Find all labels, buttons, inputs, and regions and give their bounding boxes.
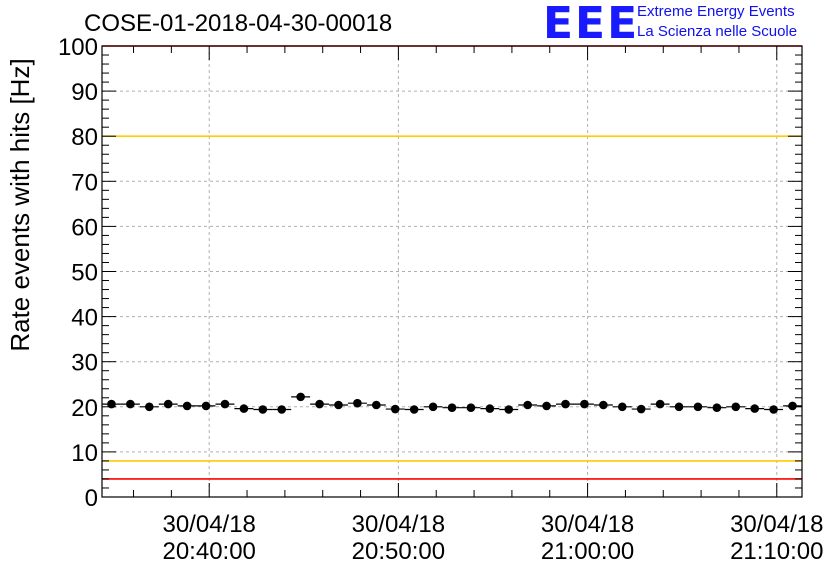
data-point — [372, 400, 381, 410]
axis-ticks — [102, 45, 802, 498]
x-tick-date-label: 30/04/18 — [541, 511, 634, 538]
y-tick-label: 70 — [71, 169, 98, 196]
data-point — [636, 404, 646, 414]
y-tick-label: 40 — [71, 305, 98, 332]
x-tick-date-label: 30/04/18 — [352, 511, 445, 538]
y-axis-label: Rate events with hits [Hz] — [5, 58, 35, 351]
data-point — [712, 403, 722, 413]
chart-title: COSE-01-2018-04-30-00018 — [84, 10, 393, 37]
data-point — [693, 402, 703, 412]
data-point — [750, 404, 760, 413]
y-tick-label: 30 — [71, 350, 98, 377]
data-point — [107, 399, 116, 409]
data-point — [466, 403, 476, 413]
x-tick-time-label: 21:10:00 — [730, 538, 823, 565]
x-tick-time-label: 20:50:00 — [352, 538, 445, 565]
y-tick-label: 20 — [71, 395, 98, 422]
data-point — [769, 405, 778, 414]
data-point — [599, 400, 608, 410]
data-point — [163, 399, 173, 409]
data-point — [258, 405, 268, 414]
data-point — [182, 401, 192, 411]
y-tick-label: 60 — [71, 214, 98, 241]
y-tick-label: 80 — [71, 124, 98, 151]
x-tick-date-label: 30/04/18 — [730, 511, 823, 538]
data-point — [674, 402, 684, 412]
data-point — [731, 402, 741, 412]
y-tick-label: 50 — [71, 260, 98, 287]
data-point — [428, 402, 438, 412]
reference-lines — [102, 45, 802, 480]
y-tick-label: 100 — [58, 34, 98, 61]
data-point — [542, 401, 551, 411]
data-point — [504, 405, 514, 414]
data-point — [485, 404, 495, 413]
data-point — [561, 399, 570, 409]
data-point — [296, 392, 305, 402]
y-tick-labels: 0 10 20 30 40 50 60 70 80 90 100 — [58, 34, 98, 512]
y-tick-label: 10 — [71, 440, 98, 467]
x-tick-labels: 30/04/1820:40:0030/04/1820:50:0030/04/18… — [162, 511, 823, 565]
data-point — [655, 399, 665, 409]
data-point — [788, 401, 797, 411]
data-point — [353, 398, 362, 408]
x-tick-date-label: 30/04/18 — [162, 511, 255, 538]
y-tick-label: 0 — [85, 485, 98, 512]
data-point — [390, 404, 400, 414]
data-point — [409, 405, 419, 414]
data-point — [144, 402, 154, 412]
x-tick-time-label: 21:00:00 — [541, 538, 634, 565]
logo-line-1: Extreme Energy Events — [637, 3, 795, 20]
grid-lines — [102, 46, 802, 497]
data-point — [617, 402, 627, 412]
data-point — [126, 399, 135, 409]
data-point — [523, 400, 532, 410]
logo-line-2: La Scienza nelle Scuole — [637, 23, 798, 40]
data-point — [239, 404, 249, 413]
y-tick-label: 90 — [71, 79, 98, 106]
data-point — [277, 405, 287, 414]
data-point — [447, 403, 457, 413]
eee-logo-mark: EEE — [543, 0, 640, 49]
x-tick-time-label: 20:40:00 — [162, 538, 255, 565]
data-point — [220, 399, 230, 409]
plot-frame — [101, 45, 803, 498]
data-point — [334, 400, 343, 410]
data-point — [201, 401, 211, 411]
data-points — [102, 392, 802, 414]
data-point — [580, 399, 589, 409]
data-point — [315, 399, 324, 409]
